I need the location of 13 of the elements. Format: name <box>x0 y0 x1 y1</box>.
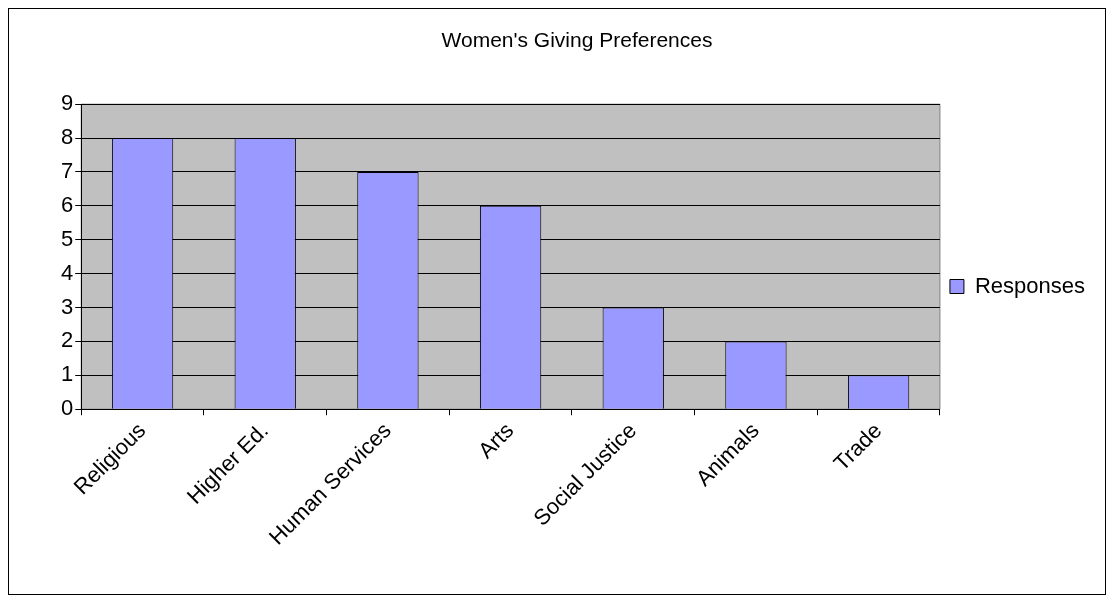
y-tick-label: 3 <box>60 293 74 319</box>
chart-title: Women's Giving Preferences <box>441 28 713 52</box>
y-tick-label: 2 <box>60 327 74 353</box>
y-tick-label: 1 <box>60 361 74 387</box>
y-tick-label: 8 <box>60 124 74 150</box>
y-tick-label: 4 <box>60 259 74 285</box>
y-tick-label: 6 <box>60 191 74 217</box>
y-tick-label: 0 <box>60 395 74 421</box>
y-tick-label: 7 <box>60 158 74 184</box>
y-tick-label: 9 <box>60 90 74 116</box>
x-tick-label: Arts <box>473 417 519 464</box>
y-tick-label: 5 <box>60 225 74 251</box>
legend-label: Responses <box>974 272 1086 298</box>
